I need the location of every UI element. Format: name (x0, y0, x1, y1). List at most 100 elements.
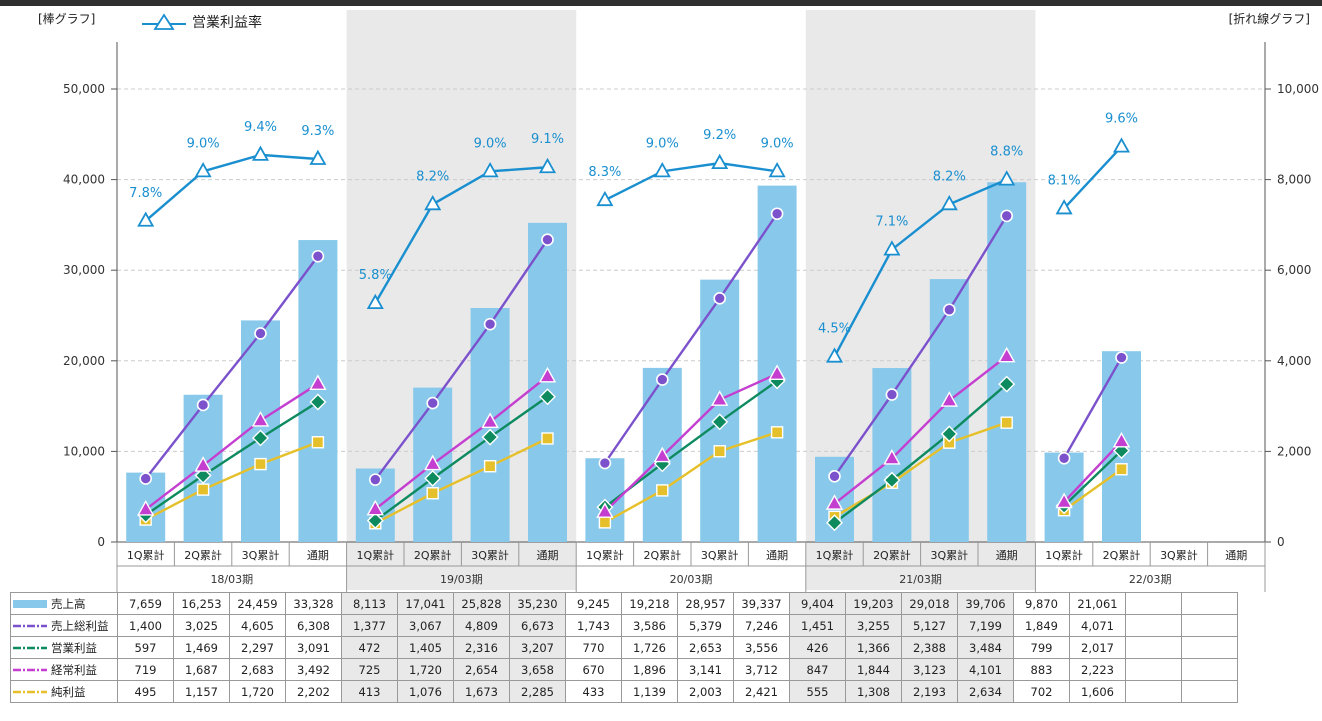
operating-margin-marker (653, 162, 671, 178)
net-income-marker (598, 516, 612, 529)
table-cell: 2,193 (901, 680, 958, 703)
table-cell: 2,388 (901, 636, 958, 659)
category-label: 1Q累計 (127, 548, 165, 562)
operating-margin-label: 8.8% (990, 145, 1023, 160)
ordinary-income-marker (309, 374, 327, 391)
table-cell: 1,076 (397, 680, 454, 703)
net-income-marker (254, 457, 267, 471)
period-label: 19/03期 (440, 573, 483, 586)
table-cell: 1,673 (453, 680, 510, 703)
net-income-marker (426, 487, 439, 500)
table-cell: 555 (789, 680, 846, 703)
operating-margin-marker (1112, 137, 1131, 153)
gross-profit-marker (828, 469, 841, 483)
category-label: 1Q累計 (1045, 548, 1083, 562)
operating-income-line (374, 395, 549, 522)
left-tick-label: 0 (97, 535, 105, 549)
table-cell: 495 (117, 680, 174, 703)
table-cell: 670 (565, 658, 622, 681)
table-cell: 3,025 (173, 614, 230, 637)
ordinary-income-marker (1055, 492, 1073, 509)
ordinary-income-marker (825, 494, 844, 510)
gross-profit-marker (942, 303, 956, 317)
legend-triangle-line-icon (142, 13, 186, 30)
operating-income-marker (826, 514, 843, 532)
ordinary-income-marker (137, 499, 155, 516)
net-income-marker (483, 460, 497, 473)
row-label: 経常利益 (10, 658, 118, 681)
table-cell: 3,712 (733, 658, 790, 681)
category-label: 通期 (307, 549, 329, 562)
table-cell: 3,067 (397, 614, 454, 637)
row-label: 売上高 (10, 592, 118, 615)
right-tick-label: 4,000 (1277, 354, 1311, 368)
operating-income-marker (424, 469, 442, 487)
table-cell: 1,849 (1013, 614, 1070, 637)
gross-profit-marker (541, 233, 554, 247)
table-cell: 3,492 (285, 658, 342, 681)
ordinary-income-marker (768, 364, 786, 381)
ordinary-income-marker (998, 346, 1016, 363)
ordinary-income-marker (481, 412, 499, 428)
operating-income-marker (998, 375, 1016, 393)
table-cell: 2,202 (285, 680, 342, 703)
table-cell: 2,297 (229, 636, 286, 659)
table-cell: 3,484 (957, 636, 1014, 659)
top-bar (0, 0, 1322, 6)
gross-profit-marker (1057, 451, 1071, 465)
table-cell: 1,743 (565, 614, 622, 637)
operating-income-line (145, 400, 319, 516)
net-income-marker (1115, 463, 1128, 476)
chart-area: 0 10,000 20,000 30,000 40,000 50,000 0 2,000 4,0… (63, 10, 1319, 592)
gross-profit-line (603, 213, 779, 464)
gross-profit-line (144, 255, 319, 480)
operating-margin-marker (998, 170, 1016, 186)
data-table: 売上高 7,659 16,253 24,459 33,328 8,113 17,041 25,… (10, 592, 1238, 703)
category-label: 通期 (537, 549, 559, 562)
operating-margin-label: 9.1% (531, 132, 564, 147)
table-cell (1181, 636, 1238, 659)
right-tick-label: 10,000 (1277, 82, 1319, 96)
table-cell: 472 (341, 636, 398, 659)
right-tick-label: 8,000 (1277, 173, 1311, 187)
table-cell: 3,658 (509, 658, 566, 681)
net-income-line (145, 441, 319, 521)
gross-profit-marker (1000, 209, 1014, 223)
table-cell: 17,041 (397, 592, 454, 615)
table-row: 営業利益 597 1,469 2,297 3,091 472 1,405 2,316 3,207… (10, 636, 1238, 659)
right-axis-label: [折れ線グラフ] (1228, 12, 1310, 26)
table-cell: 3,207 (509, 636, 566, 659)
table-cell: 7,659 (117, 592, 174, 615)
table-cell: 702 (1013, 680, 1070, 703)
category-label: 3Q累計 (930, 548, 968, 562)
table-cell: 1,687 (173, 658, 230, 681)
operating-margin-label: 8.2% (416, 169, 449, 184)
operating-income-marker (252, 429, 269, 447)
row-label-text: 売上総利益 (51, 618, 109, 633)
table-cell: 39,337 (733, 592, 790, 615)
table-cell: 2,003 (677, 680, 734, 703)
table-cell (1181, 592, 1238, 615)
operating-margin-line (144, 153, 318, 222)
table-cell: 24,459 (229, 592, 286, 615)
period-label: 20/03期 (670, 573, 713, 586)
category-label: 通期 (766, 549, 788, 562)
table-cell: 25,828 (453, 592, 510, 615)
table-cell: 9,870 (1013, 592, 1070, 615)
row-label-text: 経常利益 (51, 662, 97, 677)
gross-profit-marker (770, 207, 784, 221)
gross-profit-marker (311, 249, 325, 263)
table-cell: 7,199 (957, 614, 1014, 637)
period-label: 22/03期 (1129, 573, 1172, 586)
operating-margin-label: 9.0% (187, 136, 220, 151)
operating-margin-label: 5.8% (359, 268, 392, 283)
net-income-marker (713, 445, 726, 458)
table-cell: 2,653 (677, 636, 734, 659)
operating-margin-marker (825, 347, 844, 363)
ordinary-income-marker (1112, 431, 1131, 448)
table-cell: 19,203 (845, 592, 902, 615)
operating-income-marker (481, 428, 499, 446)
table-cell: 1,308 (845, 680, 902, 703)
legend-operating-margin-label: 営業利益率 (192, 15, 262, 31)
category-label: 1Q累計 (816, 548, 854, 562)
